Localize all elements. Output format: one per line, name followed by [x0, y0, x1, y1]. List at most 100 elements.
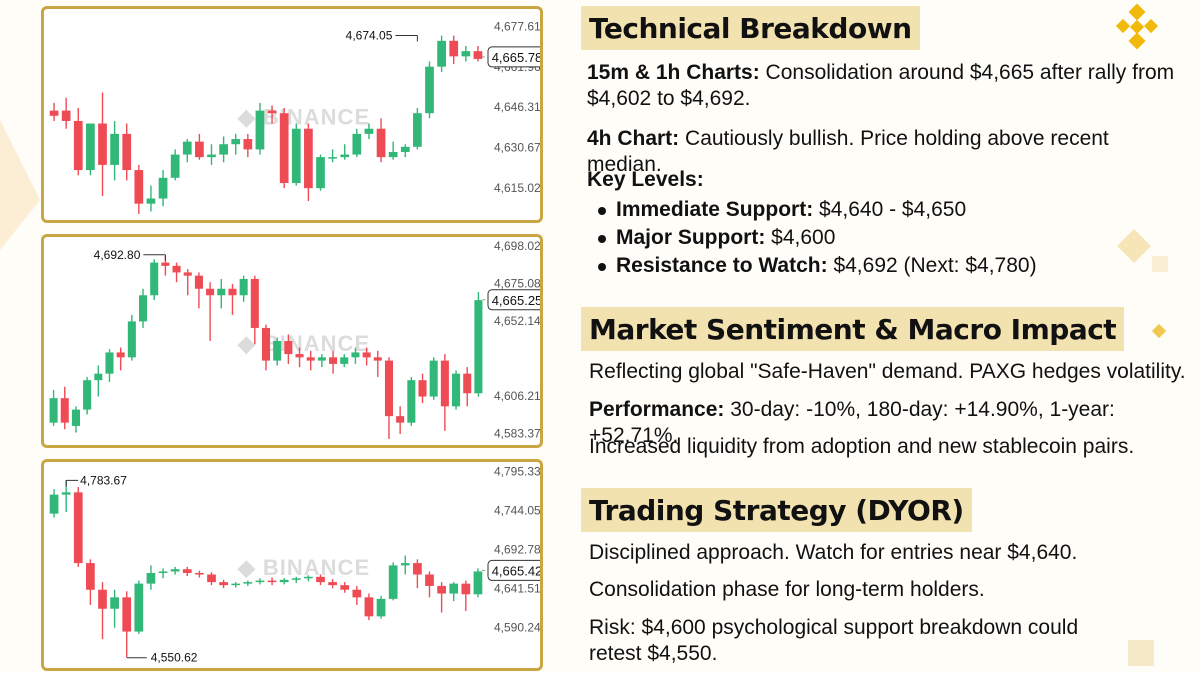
- candle-body: [340, 585, 350, 590]
- candle-body: [340, 357, 349, 364]
- current-price-box: [487, 289, 540, 311]
- binance-logo-icon: [1115, 3, 1159, 50]
- candle-body: [170, 154, 180, 178]
- performance-text: 30-day: -10%, 180-day: +14.90%, 1-year: …: [589, 398, 1115, 447]
- sentiment-p1: Reflecting global "Safe-Haven" demand. P…: [589, 360, 1186, 383]
- candle-body: [473, 571, 483, 595]
- candle-body: [73, 492, 83, 564]
- candle-body: [49, 110, 59, 116]
- candle-body: [110, 133, 119, 165]
- chart-card-15m: ◆ BINANCE4,677.614,661.964,646.314,630.6…: [41, 6, 543, 223]
- candle-body: [172, 265, 181, 273]
- candle-body: [449, 40, 459, 57]
- level-label: Immediate Support:: [616, 198, 814, 221]
- candle-body: [437, 585, 446, 594]
- candle-body: [61, 492, 71, 495]
- y-tick-label: 4,646.31: [494, 100, 540, 114]
- level-value: $4,692 (Next: $4,780): [827, 254, 1037, 277]
- candle-body: [150, 262, 159, 296]
- candle-body: [304, 128, 313, 189]
- candle-body: [195, 141, 204, 158]
- candle-body: [352, 589, 362, 598]
- high-label: 4,783.67: [80, 473, 127, 487]
- candle-body: [396, 416, 405, 423]
- candle-body: [182, 569, 192, 573]
- low-label: 4,550.62: [151, 651, 198, 665]
- candle-body: [317, 357, 326, 361]
- sentiment-p3: Increased liquidity from adoption and ne…: [589, 435, 1135, 458]
- candle-body: [83, 380, 92, 410]
- market-sentiment-title: Market Sentiment & Macro Impact: [581, 307, 1125, 351]
- candle-body: [250, 278, 259, 328]
- level-item: Immediate Support: $4,640 - $4,650: [596, 196, 1037, 224]
- candle-body: [170, 569, 180, 572]
- candle-body: [261, 327, 271, 361]
- strategy-p1: Disciplined approach. Watch for entries …: [589, 541, 1078, 564]
- candlestick-chart-2: ◆ BINANCE 4,698.02 4,675.08 4,652.14 4,606.2…: [49, 239, 540, 440]
- candle-body: [429, 360, 438, 397]
- candle-body: [255, 110, 265, 150]
- small-diamond-decor: [1151, 323, 1167, 339]
- candle-body: [273, 341, 282, 361]
- candle-body: [279, 113, 289, 183]
- candle-body: [316, 157, 325, 189]
- candlestick-chart-3: ◆ BINANCE 4,795.33 4,744.05 4,692.78 4,641.5…: [49, 465, 540, 665]
- candle-body: [207, 574, 216, 583]
- level-value: $4,640 - $4,650: [813, 198, 967, 221]
- diamond-decor: [1117, 229, 1168, 272]
- chart-card-4h: ◆ BINANCE 4,795.33 4,744.05 4,692.78 4,641.5…: [41, 459, 543, 671]
- candle-body: [98, 123, 107, 165]
- level-value: $4,600: [765, 226, 836, 249]
- candle-body: [328, 582, 337, 586]
- candle-body: [449, 583, 459, 594]
- candle-body: [351, 352, 360, 358]
- candle-body: [376, 128, 386, 158]
- candle-body: [231, 583, 241, 586]
- candle-body: [86, 123, 95, 171]
- candle-body: [161, 262, 170, 266]
- candle-body: [122, 133, 132, 171]
- candle-body: [49, 398, 58, 423]
- candle-body: [98, 589, 107, 609]
- current-price-box: [487, 559, 540, 581]
- y-tick-label: 4,590.24: [494, 621, 540, 635]
- candle-body: [413, 113, 422, 147]
- candle-body: [304, 576, 313, 579]
- candle-body: [413, 563, 422, 575]
- candle-body: [146, 572, 156, 584]
- technical-p2: 4h Chart: Cautiously bullish. Price hold…: [587, 126, 1187, 178]
- candle-body: [384, 360, 393, 417]
- y-tick-label: 4,652.14: [494, 314, 540, 328]
- y-tick-label: 4,606.21: [494, 389, 540, 403]
- key-levels-list: Immediate Support: $4,640 - $4,650 Major…: [596, 196, 1037, 280]
- candle-body: [461, 583, 471, 595]
- candlestick-chart-1: ◆ BINANCE4,677.614,661.964,646.314,630.6…: [49, 19, 540, 214]
- candle-body: [207, 154, 216, 158]
- technical-breakdown-title: Technical Breakdown: [581, 6, 920, 50]
- candle-body: [463, 373, 472, 394]
- candle-body: [158, 177, 168, 199]
- candle-body: [362, 352, 371, 358]
- y-tick-label: 4,744.05: [494, 504, 540, 518]
- candle-body: [295, 354, 304, 358]
- candle-body: [267, 580, 277, 583]
- candle-body: [316, 576, 325, 583]
- chart-card-1h: ◆ BINANCE 4,698.02 4,675.08 4,652.14 4,606.2…: [41, 234, 543, 448]
- candle-body: [110, 597, 119, 609]
- candle-body: [461, 51, 471, 57]
- candle-body: [437, 40, 446, 67]
- y-tick-label: 4,795.33: [494, 465, 540, 479]
- candle-body: [364, 597, 374, 617]
- performance-label: Performance:: [589, 398, 725, 421]
- candle-body: [376, 598, 386, 617]
- level-label: Resistance to Watch:: [616, 254, 828, 277]
- candle-body: [194, 275, 203, 289]
- candle-body: [425, 574, 434, 586]
- candle-body: [61, 110, 71, 121]
- candle-body: [239, 278, 248, 296]
- candle-body: [400, 563, 410, 566]
- candle-body: [49, 494, 59, 514]
- candle-body: [71, 409, 80, 426]
- candle-body: [388, 565, 398, 599]
- candle-body: [284, 341, 293, 355]
